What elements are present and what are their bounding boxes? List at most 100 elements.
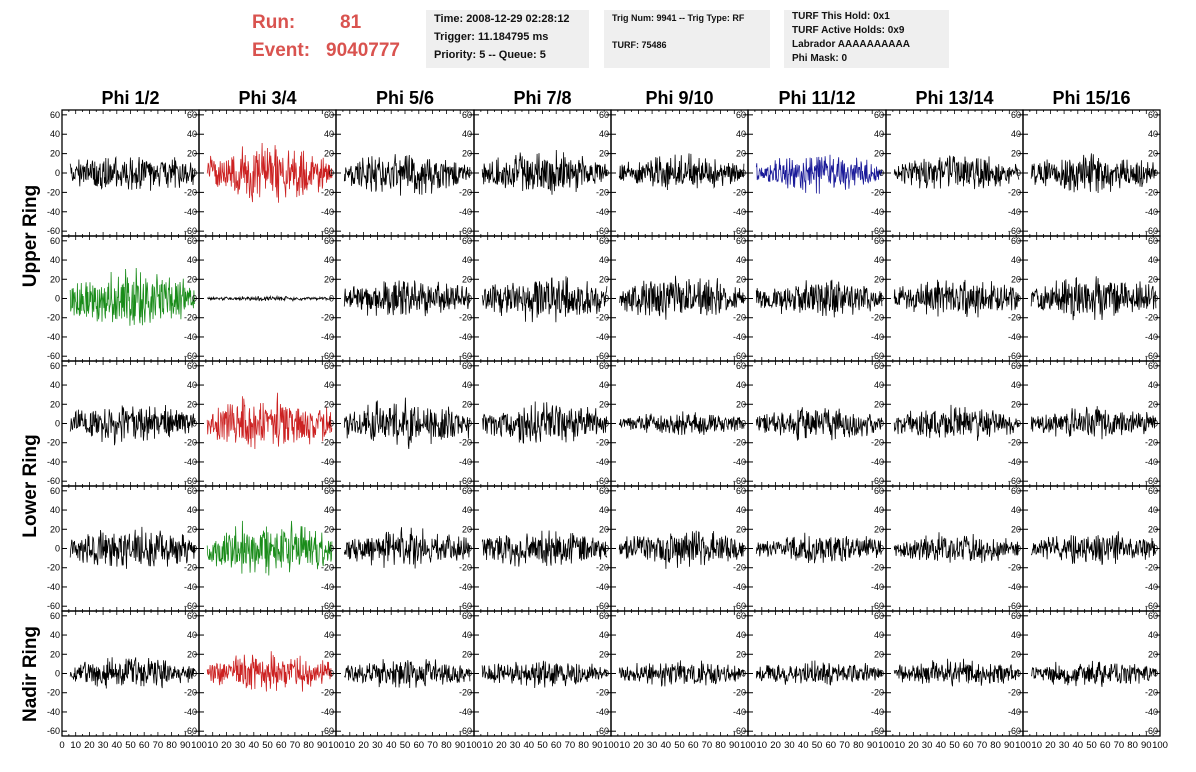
y-tick-label: -60 — [1145, 601, 1158, 611]
x-tick-label: 20 — [770, 740, 781, 751]
y-tick-label: -40 — [1008, 707, 1021, 717]
y-tick-label: -20 — [1008, 313, 1021, 323]
x-tick-label: 70 — [290, 740, 301, 751]
y-tick-label: 40 — [462, 505, 472, 515]
y-tick-label: 60 — [599, 611, 609, 621]
y-tick-label: -20 — [871, 187, 884, 197]
y-tick-label: 60 — [736, 611, 746, 621]
y-tick-label: -40 — [184, 707, 197, 717]
x-tick-label: 100 — [603, 740, 619, 751]
x-tick-label: 80 — [441, 740, 452, 751]
x-tick-label: 30 — [647, 740, 658, 751]
waveform-trace-r3-c3 — [481, 530, 608, 567]
y-tick-label: -60 — [733, 601, 746, 611]
y-tick-label: -20 — [321, 313, 334, 323]
row-label: Nadir Ring — [20, 626, 41, 722]
y-tick-label: -20 — [47, 187, 60, 197]
y-tick-label: -60 — [47, 226, 60, 236]
y-tick-label: -20 — [1145, 438, 1158, 448]
waveform-trace-r1-c6 — [893, 279, 1020, 318]
waveform-trace-r0-c2 — [343, 154, 471, 196]
y-tick-label: 60 — [736, 361, 746, 371]
waveform-trace-r2-c0 — [69, 404, 196, 446]
column-header: Phi 3/4 — [238, 88, 296, 108]
y-tick-label: 20 — [874, 524, 884, 534]
y-tick-label: 20 — [736, 399, 746, 409]
y-tick-label: 0 — [879, 168, 884, 178]
y-tick-label: 0 — [1016, 419, 1021, 429]
y-tick-label: 20 — [1148, 649, 1158, 659]
x-tick-label: 20 — [633, 740, 644, 751]
y-tick-label: -40 — [321, 207, 334, 217]
x-tick-label: 90 — [455, 740, 466, 751]
x-tick-label: 70 — [427, 740, 438, 751]
run-label: Run: — [252, 12, 296, 33]
y-tick-label: 0 — [467, 669, 472, 679]
x-tick-label: 0 — [59, 740, 64, 751]
x-tick-label: 60 — [551, 740, 562, 751]
y-tick-label: 20 — [462, 649, 472, 659]
x-tick-label: 30 — [98, 740, 109, 751]
x-tick-label: 80 — [715, 740, 726, 751]
waveform-trace-r1-c0 — [69, 267, 196, 326]
y-tick-label: 60 — [462, 361, 472, 371]
x-tick-label: 40 — [661, 740, 672, 751]
y-tick-label: 40 — [50, 129, 60, 139]
y-tick-label: 20 — [324, 149, 334, 159]
y-tick-label: 40 — [1011, 255, 1021, 265]
x-tick-label: 50 — [949, 740, 960, 751]
y-tick-label: -20 — [871, 438, 884, 448]
y-tick-label: 40 — [462, 380, 472, 390]
y-tick-label: -40 — [459, 707, 472, 717]
y-tick-label: 0 — [467, 419, 472, 429]
x-tick-label: 100 — [1152, 740, 1168, 751]
x-tick-label: 30 — [235, 740, 246, 751]
y-tick-label: -40 — [596, 582, 609, 592]
y-tick-label: 0 — [192, 669, 197, 679]
x-tick-label: 90 — [1141, 740, 1152, 751]
y-tick-label: 60 — [50, 486, 60, 496]
y-tick-label: 20 — [187, 649, 197, 659]
y-tick-label: 20 — [187, 399, 197, 409]
y-tick-label: -20 — [459, 688, 472, 698]
y-tick-label: 20 — [599, 149, 609, 159]
x-tick-label: 100 — [878, 740, 894, 751]
y-tick-label: 20 — [1011, 399, 1021, 409]
y-tick-label: -20 — [459, 563, 472, 573]
x-tick-label: 10 — [345, 740, 356, 751]
y-tick-label: -20 — [47, 688, 60, 698]
y-tick-label: 20 — [462, 524, 472, 534]
y-tick-label: -60 — [733, 351, 746, 361]
y-tick-label: 0 — [55, 294, 60, 304]
y-tick-label: 0 — [329, 168, 334, 178]
x-tick-label: 40 — [1073, 740, 1084, 751]
waveform-trace-r3-c5 — [755, 532, 883, 564]
y-tick-label: -40 — [184, 457, 197, 467]
turf-active-text: TURF Active Holds: 0x9 — [792, 25, 905, 36]
y-tick-label: 40 — [324, 630, 334, 640]
y-tick-label: 0 — [329, 669, 334, 679]
y-tick-label: -40 — [321, 457, 334, 467]
y-tick-label: 0 — [741, 419, 746, 429]
column-header: Phi 11/12 — [778, 88, 855, 108]
y-tick-label: 20 — [187, 524, 197, 534]
y-tick-label: 40 — [1148, 129, 1158, 139]
x-tick-label: 10 — [207, 740, 218, 751]
x-tick-label: 10 — [70, 740, 81, 751]
x-tick-label: 60 — [139, 740, 150, 751]
y-tick-label: -60 — [321, 726, 334, 736]
waveform-trace-r0-c3 — [481, 149, 608, 195]
y-tick-label: 60 — [599, 486, 609, 496]
y-tick-label: -20 — [871, 313, 884, 323]
turf-text: TURF: 75486 — [612, 40, 667, 50]
y-tick-label: 40 — [324, 255, 334, 265]
y-tick-label: 20 — [324, 524, 334, 534]
y-tick-label: 60 — [1148, 361, 1158, 371]
x-tick-label: 50 — [812, 740, 823, 751]
x-tick-label: 40 — [524, 740, 535, 751]
y-tick-label: 40 — [50, 630, 60, 640]
y-tick-label: -60 — [47, 601, 60, 611]
y-tick-label: 40 — [50, 255, 60, 265]
y-tick-label: -40 — [1145, 207, 1158, 217]
y-tick-label: 40 — [874, 255, 884, 265]
